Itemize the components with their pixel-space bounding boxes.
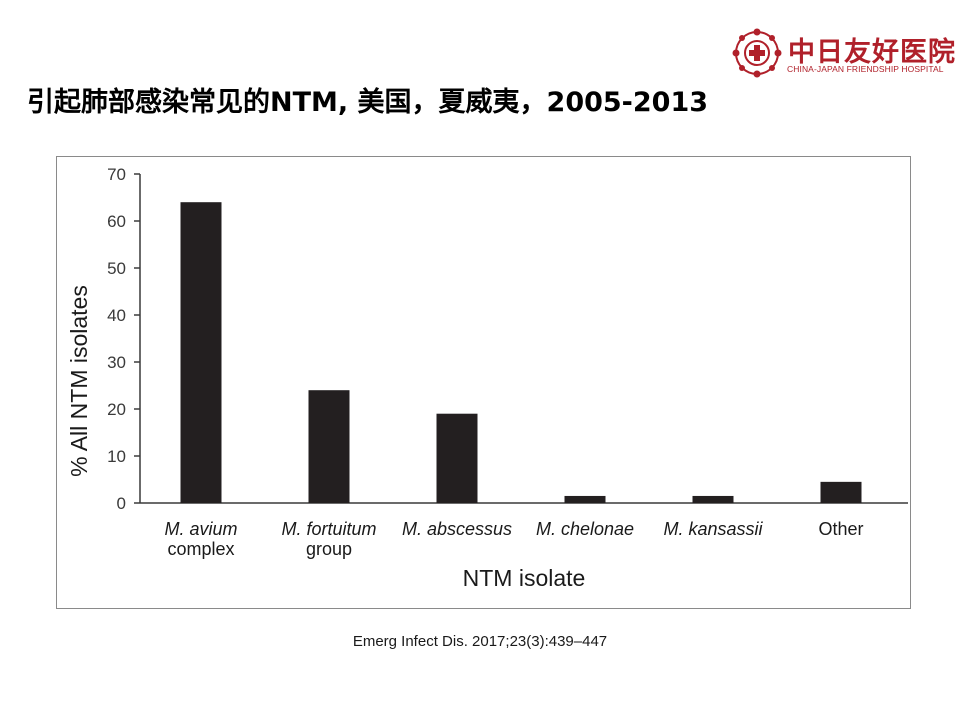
- bar: [308, 390, 350, 503]
- x-category-label: M. abscessus: [402, 519, 512, 539]
- y-tick-label: 70: [107, 165, 126, 184]
- y-axis-title: % All NTM isolates: [66, 285, 92, 477]
- slide-title: 引起肺部感染常见的NTM, 美国，夏威夷，2005-2013: [27, 87, 709, 118]
- x-category-label: M. chelonae: [536, 519, 634, 539]
- x-axis-title: NTM isolate: [463, 565, 586, 591]
- bar: [820, 481, 862, 503]
- x-category-label: M. fortuitum: [281, 519, 376, 539]
- x-category-label: complex: [167, 539, 234, 559]
- bars: [180, 202, 862, 503]
- x-category-label: M. kansassii: [663, 519, 763, 539]
- y-tick-label: 60: [107, 212, 126, 231]
- hospital-name-chinese: 中日友好医院: [788, 37, 956, 68]
- x-category-label: M. avium: [164, 519, 237, 539]
- bar: [692, 495, 734, 503]
- bar: [180, 202, 222, 503]
- hospital-emblem-icon: [732, 28, 782, 78]
- bar: [564, 495, 606, 503]
- y-tick-label: 10: [107, 447, 126, 466]
- y-tick-label: 50: [107, 259, 126, 278]
- x-category-label: Other: [818, 519, 863, 539]
- y-tick-label: 0: [117, 494, 126, 513]
- y-tick-label: 20: [107, 400, 126, 419]
- hospital-logo: 中日友好医院 CHINA-JAPAN FRIENDSHIP HOSPITAL: [732, 28, 955, 80]
- citation: Emerg Infect Dis. 2017;23(3):439–447: [352, 633, 608, 650]
- y-axis: 0 10 20 30 40 50 60 70: [107, 165, 908, 513]
- x-category-label: group: [306, 539, 352, 559]
- y-tick-label: 30: [107, 353, 126, 372]
- bar: [436, 413, 478, 503]
- hospital-name-english: CHINA-JAPAN FRIENDSHIP HOSPITAL: [787, 64, 944, 74]
- chart-frame: 0 10 20 30 40 50 60 70 M. avium complex M. fortui…: [56, 156, 911, 609]
- y-tick-label: 40: [107, 306, 126, 325]
